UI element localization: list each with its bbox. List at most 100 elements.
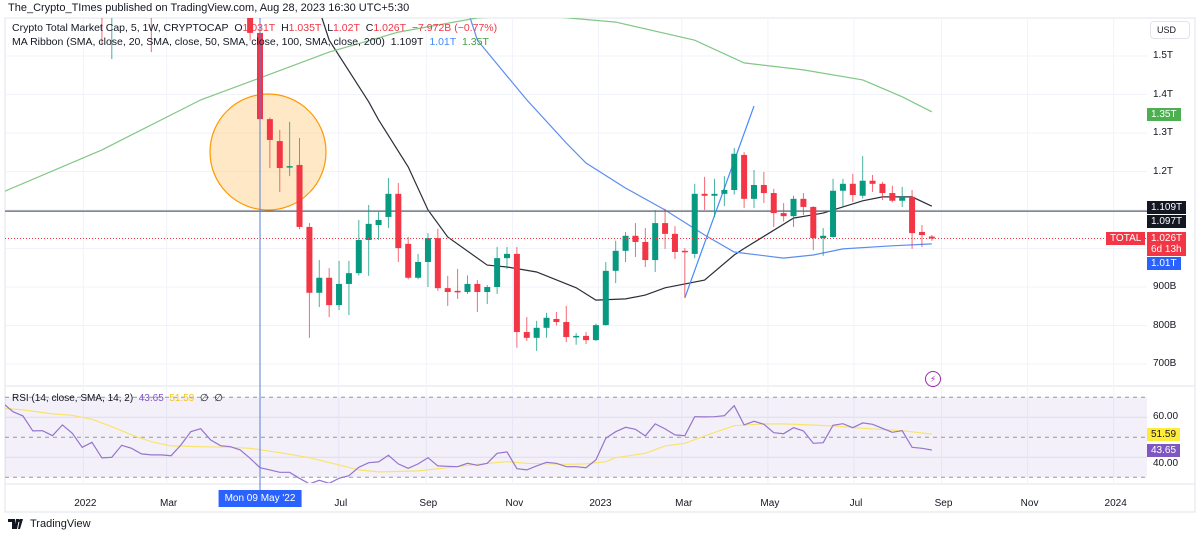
- bar-countdown: 6d 13h: [1151, 244, 1182, 256]
- candle-body: [909, 196, 916, 234]
- candle-body: [820, 235, 827, 239]
- time-tick-label: Jul: [849, 498, 863, 509]
- time-tick-label: Mar: [675, 498, 693, 509]
- candle: [662, 208, 669, 249]
- rsi-extra-2: ∅: [214, 393, 223, 404]
- time-tick-label: 2022: [74, 498, 97, 509]
- ma-title: MA Ribbon (SMA, close, 20, SMA, close, 5…: [12, 36, 385, 48]
- low-label: L: [327, 22, 334, 34]
- price-tick-label: 1.2T: [1153, 165, 1174, 177]
- candle: [276, 129, 283, 192]
- candle-body: [928, 236, 935, 239]
- footer: TradingView: [8, 518, 91, 530]
- candle: [563, 305, 570, 343]
- tradingview-logo: [8, 519, 23, 529]
- symbol-legend[interactable]: Crypto Total Market Cap, 5, 1W, CRYPTOCA…: [12, 22, 497, 34]
- rsi-tick-label: 40.00: [1153, 458, 1179, 469]
- candle: [869, 174, 876, 192]
- rsi-line: [5, 404, 932, 483]
- candle: [345, 260, 352, 316]
- symbol-title: Crypto Total Market Cap, 5, 1W, CRYPTOCA…: [12, 22, 229, 34]
- candle: [395, 183, 402, 262]
- crosshair-time-label: Mon 09 May '22: [218, 490, 302, 507]
- candle: [820, 228, 827, 256]
- candle-body: [405, 243, 412, 278]
- candle: [316, 260, 323, 308]
- candle-body: [839, 183, 846, 191]
- candle-body: [266, 119, 273, 140]
- rsi-sma-line: [5, 407, 932, 473]
- rsi-value: 43.65: [138, 393, 164, 404]
- candle: [918, 225, 925, 247]
- high-value: 1.035T: [288, 22, 322, 34]
- candle: [701, 176, 708, 210]
- candle: [365, 204, 372, 276]
- circle-annotation[interactable]: [209, 93, 327, 211]
- candle-body: [355, 240, 362, 274]
- candle-body: [543, 317, 550, 328]
- candle: [583, 332, 590, 344]
- time-tick-label: 2023: [589, 498, 612, 509]
- candle-body: [523, 332, 530, 338]
- candle: [494, 246, 501, 294]
- candle-body: [612, 250, 619, 271]
- candle: [612, 240, 619, 284]
- candle-body: [415, 261, 422, 278]
- low-value: 1.02T: [333, 22, 360, 34]
- candle-body: [681, 250, 688, 253]
- ma-legend[interactable]: MA Ribbon (SMA, close, 20, SMA, close, 5…: [12, 36, 489, 48]
- candle: [454, 268, 461, 299]
- price-tick-label: 1.3T: [1153, 127, 1174, 138]
- rsi-legend[interactable]: RSI (14, close, SMA, 14, 2) 43.65 51.59 …: [12, 393, 223, 404]
- candle-body: [583, 335, 590, 341]
- rsi-tag: 51.59: [1147, 428, 1181, 442]
- candle-body: [731, 153, 738, 190]
- candle: [266, 117, 273, 169]
- trendline[interactable]: [684, 105, 755, 298]
- candle: [150, 18, 152, 53]
- candle-body: [424, 238, 431, 262]
- price-tick-label: 700B: [1153, 358, 1177, 369]
- ma-line-ma200: [5, 18, 933, 192]
- change-value: −7.972B (−0.77%): [411, 22, 498, 34]
- lightning-icon[interactable]: ⚡: [925, 371, 941, 387]
- price-tag: 1.109T: [1147, 200, 1187, 214]
- candle-body: [504, 253, 510, 259]
- candle: [909, 189, 916, 249]
- open-label: O: [234, 22, 243, 34]
- candle: [760, 171, 767, 204]
- ma-line-ma50: [469, 18, 932, 259]
- candle-body: [592, 325, 599, 341]
- candle-body: [395, 193, 402, 249]
- candle-body: [741, 154, 748, 199]
- candle: [800, 193, 807, 216]
- candle: [721, 176, 728, 207]
- candle-body: [513, 253, 520, 333]
- price-tag: 1.097T: [1147, 214, 1187, 228]
- candle-body: [642, 241, 649, 261]
- ma-ribbon: [5, 18, 933, 301]
- candle: [543, 312, 550, 338]
- candle-body: [494, 258, 501, 287]
- candle: [632, 223, 639, 257]
- candle: [375, 211, 382, 241]
- rsi-extra-1: ∅: [199, 393, 209, 404]
- candle: [711, 178, 718, 217]
- candle: [464, 275, 471, 294]
- candle-body: [316, 277, 323, 293]
- candle-body: [286, 166, 293, 168]
- currency-button[interactable]: USD: [1150, 21, 1190, 39]
- candle-body: [385, 193, 392, 217]
- high-label: H: [281, 22, 289, 34]
- close-label: C: [365, 22, 374, 34]
- candle-body: [622, 235, 629, 251]
- price-tick-label: 900B: [1153, 281, 1177, 292]
- candle-body: [533, 327, 540, 338]
- candle-body: [790, 198, 797, 217]
- candle-body: [711, 193, 718, 196]
- candle-body: [770, 193, 777, 214]
- price-tag: 1.01T: [1147, 257, 1181, 271]
- candle: [523, 317, 530, 341]
- candle: [681, 248, 688, 298]
